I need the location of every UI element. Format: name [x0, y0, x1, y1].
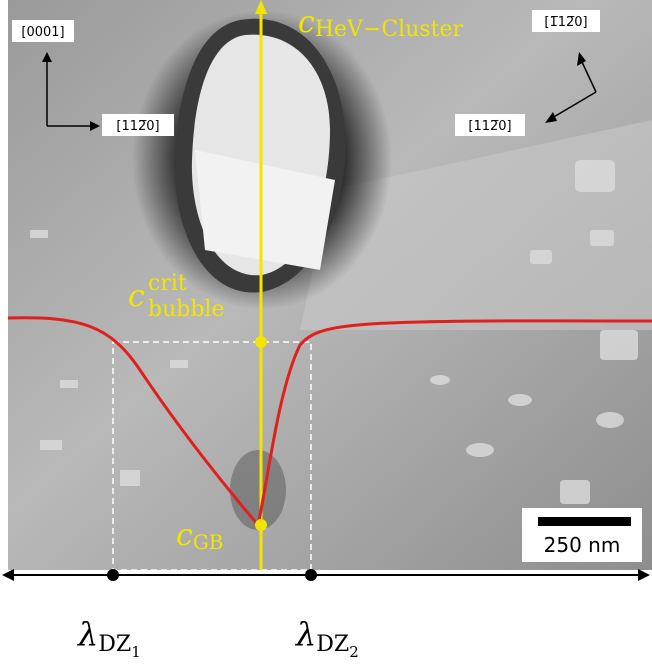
point-marker — [255, 519, 267, 531]
direction-label: [112̅0] — [116, 119, 159, 134]
direction-label: [1̅12̅0] — [544, 15, 587, 30]
dz1-label: λDZ1 — [76, 615, 141, 661]
arrowhead — [638, 569, 650, 581]
bubble-subscript: bubble — [148, 297, 224, 322]
scale-bar-line — [538, 517, 631, 526]
scale-bar: 250 nm — [522, 508, 642, 562]
symbol: c — [176, 518, 193, 553]
dz2-label: λDZ2 — [294, 615, 359, 661]
scale-bar-label: 250 nm — [544, 533, 621, 557]
bubble-label: c — [128, 279, 145, 314]
subscript: HeV−Cluster — [315, 17, 464, 42]
subscript: DZ — [98, 632, 131, 657]
point-marker — [255, 336, 267, 348]
arrowhead — [2, 569, 14, 581]
direction-label: [0001] — [21, 25, 64, 40]
symbol: c — [128, 279, 145, 314]
bubble-superscript: crit — [148, 271, 187, 296]
symbol: λ — [294, 615, 316, 653]
symbol: c — [298, 5, 315, 40]
subsubscript: 1 — [131, 643, 141, 661]
subscript: GB — [193, 530, 224, 554]
axis-point — [305, 569, 317, 581]
subsubscript: 2 — [349, 643, 359, 661]
micrograph — [8, 0, 652, 570]
axis-point — [107, 569, 119, 581]
figure: [0001] [112̅0] [1̅12̅0] [112̅0] cHeV−Clu… — [0, 0, 652, 672]
distance-axis — [2, 569, 650, 581]
symbol: λ — [76, 615, 98, 653]
subscript: DZ — [316, 632, 349, 657]
direction-label: [112̅0] — [468, 119, 511, 134]
